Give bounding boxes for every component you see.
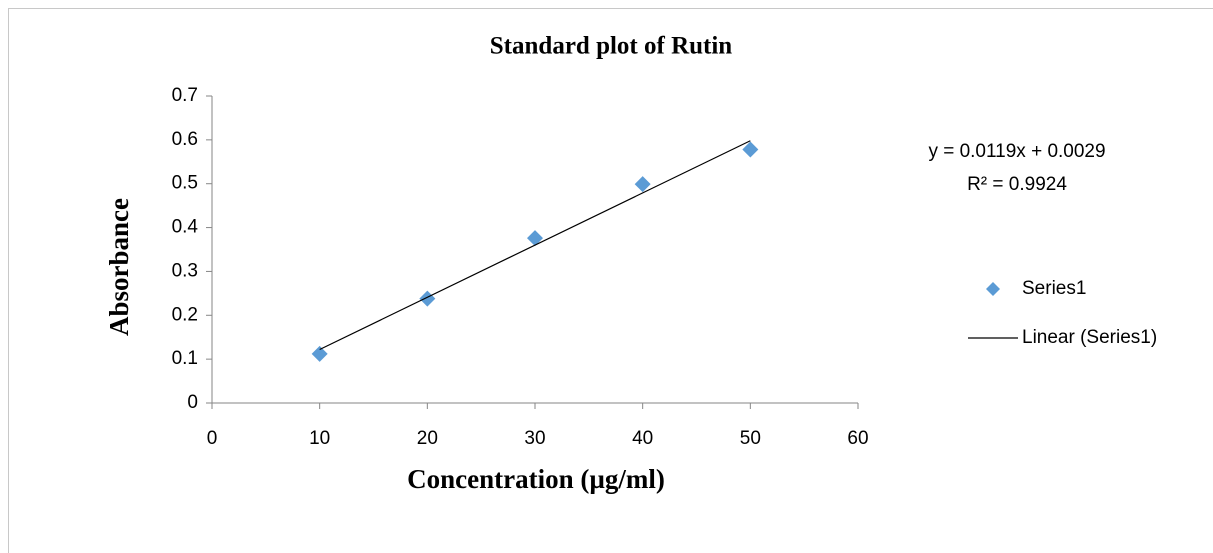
y-tick-label: 0.2 bbox=[172, 304, 198, 325]
legend-label: Series1 bbox=[1022, 278, 1086, 299]
y-tick-label: 0.4 bbox=[172, 217, 199, 238]
trendline bbox=[319, 140, 751, 351]
r-squared: R² = 0.9924 bbox=[967, 174, 1067, 195]
y-tick-label: 0.5 bbox=[172, 173, 198, 194]
x-tick-label: 40 bbox=[632, 428, 653, 449]
x-tick-label: 20 bbox=[417, 428, 438, 449]
x-tick-label: 10 bbox=[309, 428, 330, 449]
data-point bbox=[527, 230, 543, 247]
legend-marker bbox=[986, 282, 1000, 296]
data-point bbox=[419, 290, 436, 307]
chart-title: Standard plot of Rutin bbox=[490, 33, 733, 60]
y-tick-label: 0.3 bbox=[172, 260, 198, 281]
data-point bbox=[311, 345, 328, 362]
y-tick-label: 0.6 bbox=[172, 129, 198, 150]
data-point bbox=[634, 176, 651, 193]
x-axis-label: Concentration (µg/ml) bbox=[407, 464, 665, 494]
x-tick-label: 50 bbox=[740, 428, 761, 449]
y-tick-label: 0 bbox=[187, 392, 198, 413]
y-tick-label: 0.1 bbox=[172, 348, 198, 369]
legend-label: Linear (Series1) bbox=[1022, 327, 1157, 348]
x-tick-label: 60 bbox=[847, 428, 868, 449]
chart-frame bbox=[8, 8, 1213, 553]
y-axis-label: Absorbance bbox=[104, 198, 134, 336]
x-tick-label: 30 bbox=[524, 428, 545, 449]
data-point bbox=[742, 141, 759, 158]
x-tick-label: 0 bbox=[207, 428, 218, 449]
y-tick-label: 0.7 bbox=[172, 85, 198, 106]
equation: y = 0.0119x + 0.0029 bbox=[928, 141, 1105, 162]
